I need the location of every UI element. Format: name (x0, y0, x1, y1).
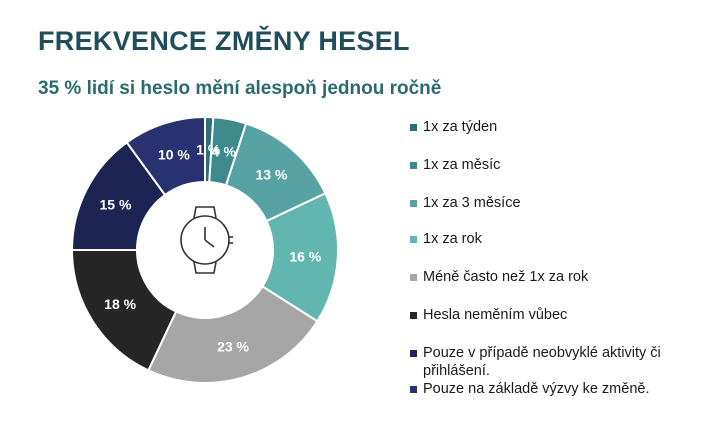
slice-data-label: 15 % (99, 196, 131, 212)
legend-label: 1x za měsíc (423, 157, 501, 173)
legend-item: Pouze v případě neobvyklé aktivity či př… (410, 344, 703, 380)
legend-swatch (410, 274, 417, 281)
chart-subtitle: 35 % lidí si heslo mění alespoň jednou r… (38, 78, 442, 99)
legend-label: Hesla neměním vůbec (423, 307, 568, 323)
legend-swatch (410, 124, 417, 131)
slice-data-label: 10 % (158, 146, 190, 162)
donut-chart: 1 %4 % 13 % 16 % 23 % 18 % 15 % 10 % (70, 115, 339, 384)
legend-label: Méně často než 1x za rok (423, 269, 589, 285)
legend-label: 1x za týden (423, 119, 498, 135)
legend-item: 1x za měsíc (410, 156, 500, 174)
chart-title: FREKVENCE ZMĚNY HESEL (38, 26, 410, 56)
slice-data-label: 1 % (196, 142, 221, 158)
legend-label: Pouze na základě výzvy ke změně. (423, 381, 650, 397)
legend-item: Pouze na základě výzvy ke změně. (410, 380, 649, 398)
legend-item: Méně často než 1x za rok (410, 268, 588, 286)
slice-data-label: 18 % (104, 296, 136, 312)
legend-item: 1x za rok (410, 230, 482, 248)
legend-item: 1x za 3 měsíce (410, 194, 521, 212)
legend-swatch (410, 312, 417, 319)
legend-label: Pouze v případě neobvyklé aktivity či př… (423, 345, 661, 379)
slice-data-label: 13 % (256, 167, 288, 183)
slice-data-label: 4 % (212, 143, 237, 159)
wristwatch-icon (180, 206, 233, 274)
legend-swatch (410, 200, 417, 207)
legend-label: 1x za rok (423, 231, 482, 247)
legend-swatch (410, 350, 417, 357)
legend-swatch (410, 386, 417, 393)
legend-swatch (410, 162, 417, 169)
donut-slice (147, 285, 319, 384)
slice-data-label: 16 % (289, 248, 321, 264)
legend-swatch (410, 236, 417, 243)
donut-hole (138, 183, 272, 317)
slice-data-label: 23 % (217, 339, 249, 355)
legend-label: 1x za 3 měsíce (423, 195, 521, 211)
legend-item: Hesla neměním vůbec (410, 306, 567, 324)
donut-slice (125, 115, 206, 197)
legend-item: 1x za týden (410, 118, 497, 136)
